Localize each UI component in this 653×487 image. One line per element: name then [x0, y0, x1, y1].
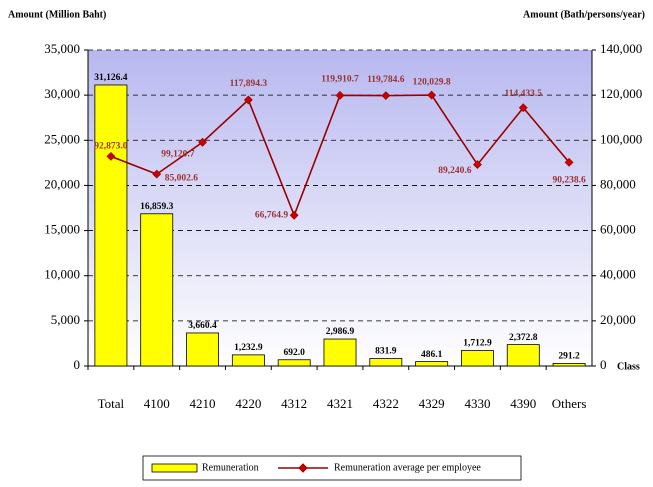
bar — [277, 359, 311, 367]
data-label: 1,712.9 — [463, 339, 492, 349]
point — [564, 157, 574, 167]
bar — [552, 362, 586, 367]
data-label: 66,764.9 — [255, 210, 289, 220]
data-label: 117,894.3 — [230, 79, 268, 89]
bar — [231, 354, 265, 367]
point — [473, 160, 482, 169]
point — [381, 91, 391, 101]
point — [198, 137, 207, 147]
y-axis-title: Amount (Million Baht) — [8, 9, 106, 20]
x-tick-label: 4100 — [144, 396, 170, 411]
y2-tick-label: 100,000 — [600, 131, 642, 146]
data-label: 92,873.0 — [94, 142, 128, 152]
y2-tick-label: 0 — [600, 357, 607, 372]
point — [106, 151, 116, 161]
x-tick-label: 4322 — [373, 396, 399, 411]
legend-label: Remuneration — [202, 462, 259, 473]
data-label: 831.9 — [375, 347, 397, 357]
bar — [323, 338, 357, 367]
x-tick-label: 4330 — [464, 396, 490, 411]
data-label: 291.2 — [558, 352, 580, 362]
bar — [94, 84, 128, 367]
bar — [140, 213, 174, 367]
x-axis-title: Class — [617, 361, 640, 372]
data-label: 31,126.4 — [94, 73, 128, 83]
y-tick-label: 0 — [74, 357, 81, 372]
y2-tick-label: 40,000 — [600, 267, 636, 282]
x-tick-label: 4321 — [327, 396, 353, 411]
point — [427, 90, 437, 100]
y-tick-label: 10,000 — [44, 267, 80, 282]
legend — [142, 455, 522, 481]
point — [152, 169, 162, 179]
point — [518, 103, 528, 113]
point — [289, 210, 299, 220]
bar — [369, 358, 403, 367]
data-label: 2,372.8 — [509, 333, 538, 343]
y2-tick-label: 60,000 — [600, 222, 636, 237]
point — [243, 95, 253, 105]
x-tick-label: 4210 — [190, 396, 216, 411]
x-tick-label: 4312 — [281, 396, 307, 411]
x-tick-label: 4220 — [235, 396, 261, 411]
point — [335, 90, 345, 100]
data-label: 119,910.7 — [321, 75, 359, 85]
x-tick-label: Total — [98, 396, 125, 411]
y-tick-label: 15,000 — [44, 222, 80, 237]
data-label: 16,859.3 — [140, 202, 174, 212]
bar — [186, 332, 219, 367]
data-label: 1,232.9 — [234, 343, 263, 353]
y2-tick-label: 140,000 — [600, 41, 642, 56]
legend-label: Remuneration average per employee — [334, 462, 481, 473]
legend-swatch — [151, 463, 198, 473]
bar — [415, 361, 449, 367]
bar — [461, 350, 494, 367]
data-label: 120,029.8 — [413, 77, 451, 87]
data-label: 119,784.6 — [367, 75, 405, 85]
y2-tick-label: 120,000 — [600, 86, 642, 101]
y-tick-label: 30,000 — [44, 86, 80, 101]
data-label: 692.0 — [283, 348, 305, 358]
x-tick-label: 4390 — [510, 396, 536, 411]
y-tick-label: 25,000 — [44, 131, 80, 146]
y2-tick-label: 80,000 — [600, 176, 636, 191]
y2-tick-label: 20,000 — [600, 312, 636, 327]
data-label: 90,238.6 — [552, 176, 586, 186]
data-label: 114,433.5 — [505, 89, 543, 99]
data-label: 3,660.4 — [188, 321, 217, 331]
legend-swatch — [298, 463, 308, 473]
y-tick-label: 20,000 — [44, 176, 80, 191]
y2-axis-title: Amount (Bath/persons/year) — [523, 9, 645, 20]
data-label: 99,120.7 — [161, 149, 195, 159]
y-tick-label: 5,000 — [51, 312, 80, 327]
data-label: 2,986.9 — [326, 327, 355, 337]
data-label: 89,240.6 — [438, 166, 472, 176]
x-tick-label: 4329 — [419, 396, 445, 411]
data-label: 486.1 — [421, 350, 443, 360]
data-label: 85,002.6 — [165, 173, 199, 183]
bar — [506, 344, 540, 367]
y-tick-label: 35,000 — [44, 41, 80, 56]
x-tick-label: Others — [552, 396, 587, 411]
